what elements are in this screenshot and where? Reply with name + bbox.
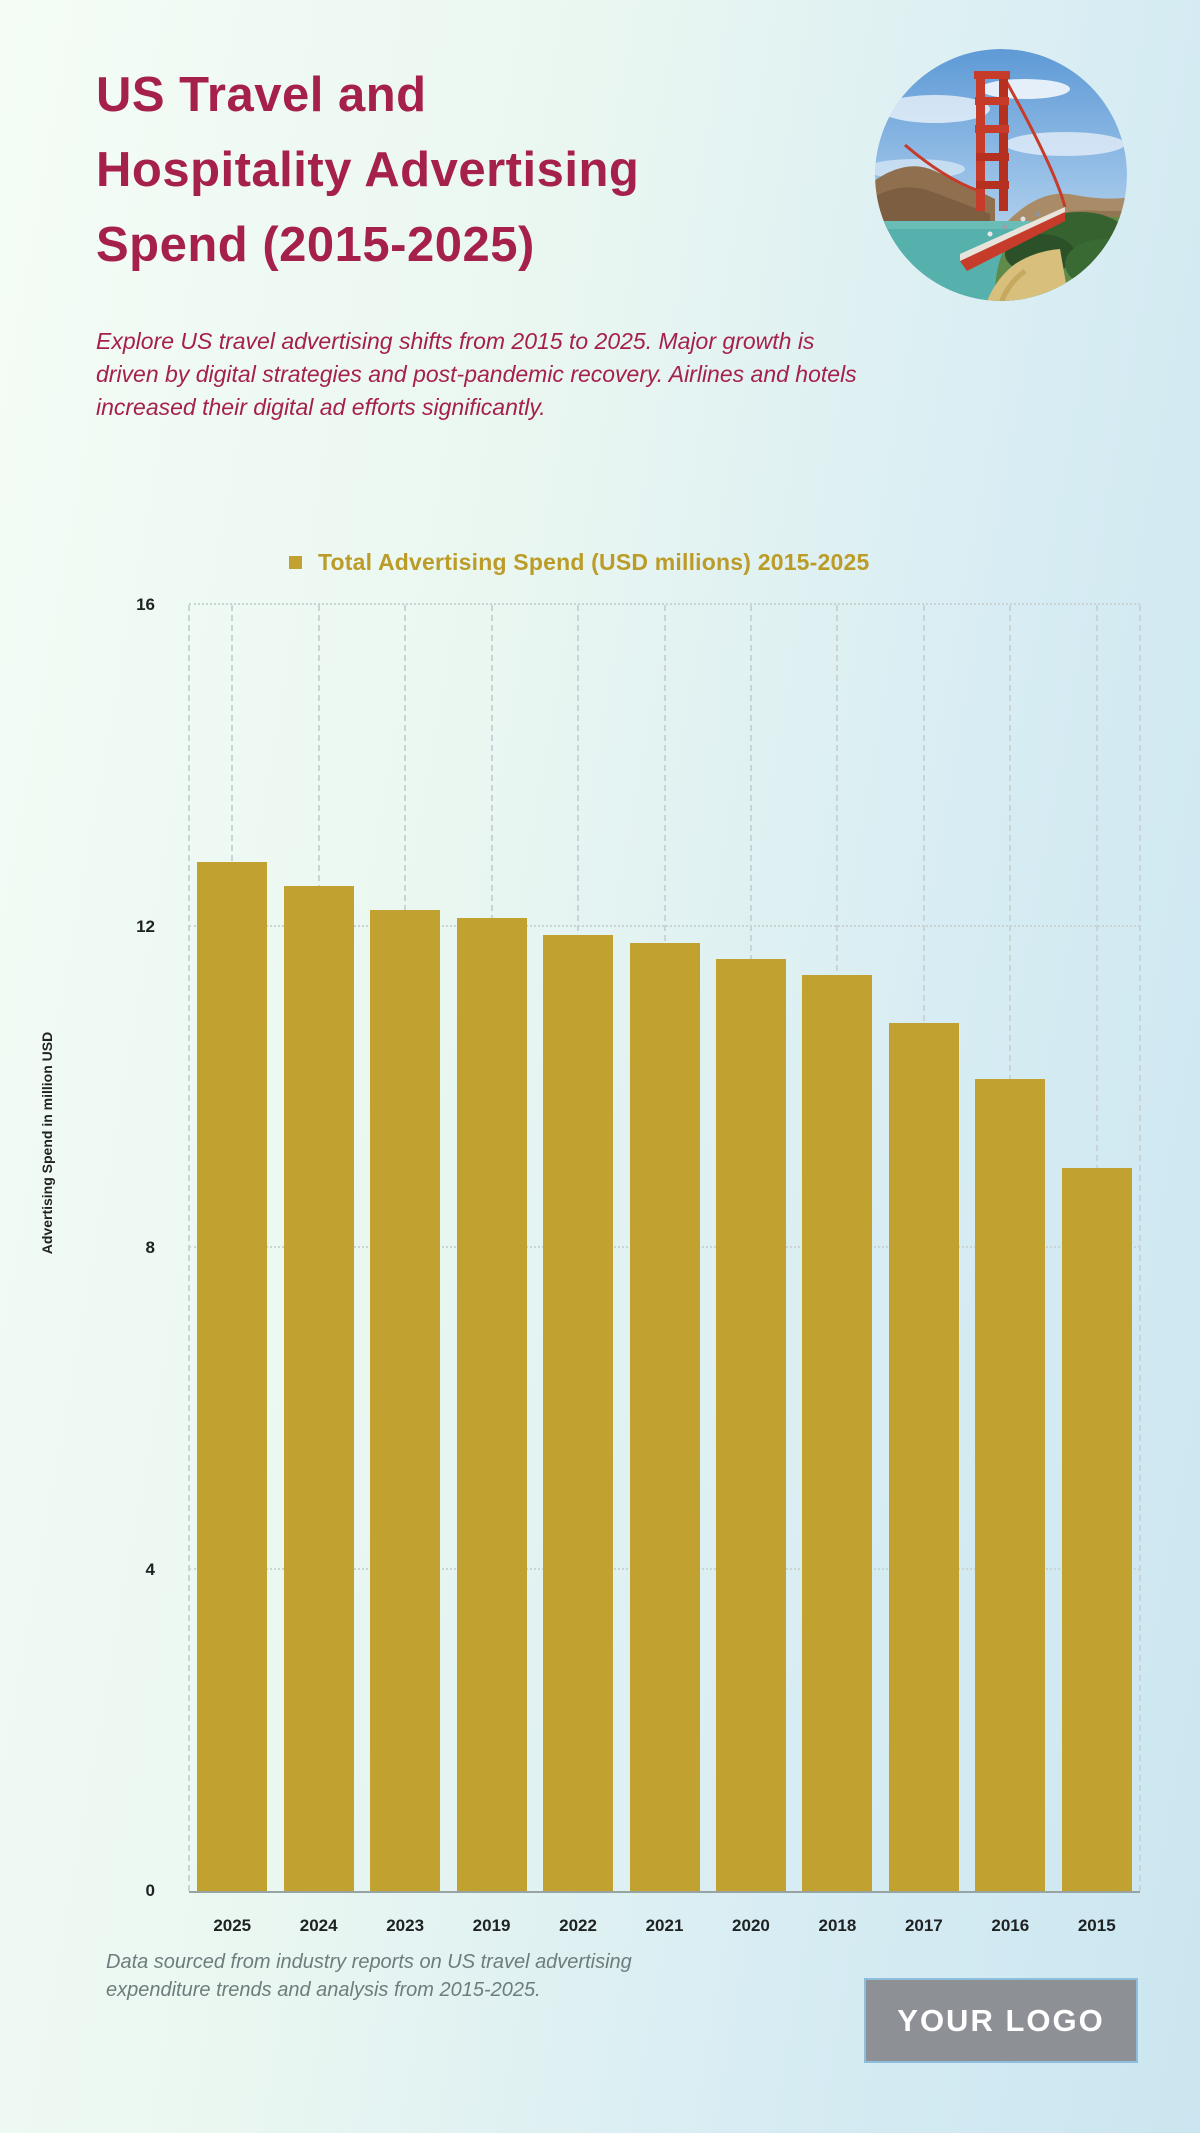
golden-gate-bridge-photo (875, 49, 1127, 301)
bar-2020 (715, 958, 786, 1891)
x-tick-2015: 2015 (1077, 1916, 1116, 1935)
x-axis-line (189, 1891, 1140, 1893)
plot-area (188, 603, 1141, 1893)
chart-legend: Total Advertising Spend (USD millions) 2… (289, 549, 870, 576)
bar-2015 (1061, 1167, 1132, 1891)
bar-2021 (629, 942, 700, 1891)
bar-2019 (456, 918, 527, 1891)
y-tick-8: 8 (145, 1238, 155, 1257)
logo-text: YOUR LOGO (897, 2002, 1105, 2038)
gridline-y-16 (189, 603, 1140, 605)
gridline-x-12 (1139, 605, 1141, 1891)
bar-2018 (802, 974, 873, 1891)
y-tick-labels: 0 4 8 12 16 (60, 595, 155, 1900)
bar-2023 (370, 910, 441, 1891)
bar-2025 (197, 862, 268, 1891)
x-tick-2019: 2019 (472, 1916, 511, 1935)
x-tick-2025: 2025 (213, 1916, 252, 1935)
page-title-line2: Hospitality Advertising (96, 143, 640, 197)
x-tick-2020: 2020 (732, 1916, 770, 1935)
legend-label: Total Advertising Spend (USD millions) 2… (318, 549, 870, 575)
data-source-note: Data sourced from industry reports on US… (106, 1951, 632, 2001)
y-tick-12: 12 (136, 916, 155, 936)
y-axis-title: Advertising Spend in million USD (39, 1031, 55, 1255)
x-tick-2017: 2017 (904, 1916, 943, 1935)
intro-paragraph: Explore US travel advertising shifts fro… (96, 328, 857, 420)
bar-2024 (283, 886, 354, 1891)
y-tick-4: 4 (145, 1559, 155, 1579)
gridline-x-0 (188, 605, 190, 1891)
bar-2022 (543, 934, 614, 1891)
x-tick-2021: 2021 (645, 1916, 684, 1935)
x-tick-2023: 2023 (386, 1916, 425, 1935)
page-title-line1: US Travel and (96, 68, 427, 122)
y-tick-16: 16 (136, 595, 155, 614)
bar-2017 (888, 1022, 959, 1891)
logo-placeholder: YOUR LOGO (864, 1978, 1138, 2063)
x-tick-2022: 2022 (559, 1916, 597, 1935)
y-tick-0: 0 (145, 1881, 155, 1900)
x-tick-labels: 2025 2024 2023 2019 2022 2021 2020 2018 2017 2016… (189, 1916, 1140, 1936)
legend-marker-swatch (289, 556, 302, 569)
page-title-line3: Spend (2015-2025) (96, 218, 535, 272)
page-title: US Travel and Hospitality Advertising Sp… (96, 58, 639, 283)
x-tick-2016: 2016 (991, 1916, 1030, 1935)
golden-gate-bridge-illustration (875, 49, 1127, 301)
bar-2016 (975, 1079, 1046, 1891)
x-tick-2024: 2024 (299, 1916, 338, 1935)
x-tick-2018: 2018 (818, 1916, 857, 1935)
